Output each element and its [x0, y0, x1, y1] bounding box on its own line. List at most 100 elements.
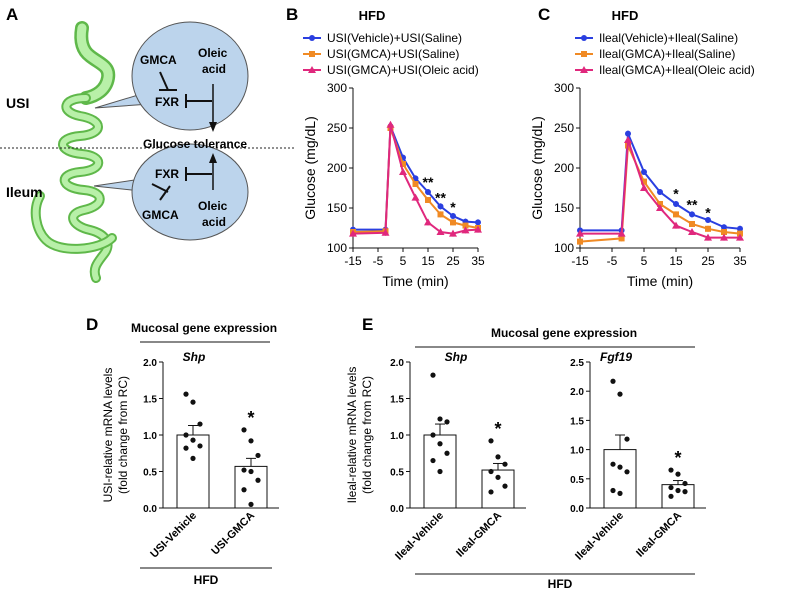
significance-mark: * — [450, 199, 456, 215]
x-tick-label: -5 — [607, 254, 618, 268]
y-tick-label: 300 — [554, 81, 574, 95]
series-line — [580, 139, 740, 239]
x-tick-label: 5 — [400, 254, 407, 268]
y-tick-label: 250 — [554, 121, 574, 135]
data-point — [625, 130, 631, 137]
sample-point — [248, 438, 254, 444]
significance-mark: * — [247, 408, 254, 428]
legend-entry: USI(Vehicle)+USI(Saline) — [327, 31, 462, 45]
data-point — [641, 178, 647, 185]
data-point — [641, 169, 647, 175]
y-tick-label: 2.0 — [143, 358, 157, 369]
y-tick-label: 1.0 — [143, 431, 157, 442]
usi-gmca-label: GMCA — [140, 53, 177, 67]
data-point — [721, 229, 727, 235]
panel-c: C HFD Ileal(Vehicle)+Ileal(Saline)Ileal(… — [529, 5, 755, 289]
sample-point — [444, 419, 450, 425]
ileum-oleic-label-1: Oleic — [198, 199, 228, 213]
data-point — [399, 168, 407, 175]
y-tick-label: 150 — [554, 201, 574, 215]
legend-marker — [309, 35, 315, 41]
data-point — [437, 211, 444, 218]
data-point — [737, 225, 743, 232]
significance-mark: * — [494, 419, 501, 439]
y-tick-label: 2.0 — [570, 387, 584, 398]
panel-d-header: Mucosal gene expression — [131, 321, 277, 335]
data-point — [381, 228, 390, 236]
y-tick-label: 150 — [327, 201, 347, 215]
sample-point — [617, 391, 623, 397]
data-point — [425, 197, 431, 203]
usi-oleic-label-2: acid — [202, 62, 226, 76]
y-tick-label: 300 — [327, 81, 347, 95]
legend-marker — [581, 35, 587, 41]
y-tick-label: 250 — [327, 121, 347, 135]
y-tick-label: 200 — [554, 161, 574, 175]
data-point — [412, 181, 419, 187]
sample-point — [617, 464, 623, 470]
panel-d-hfd-label: HFD — [194, 573, 219, 587]
panel-e-hfd-label: HFD — [548, 577, 573, 590]
sample-point — [248, 468, 254, 475]
data-point — [462, 222, 469, 229]
y-axis-title: Glucose (mg/dL) — [529, 116, 545, 219]
sample-point — [183, 391, 189, 397]
y-tick-label: 200 — [327, 161, 347, 175]
data-point — [349, 229, 357, 237]
panel-e: E Mucosal gene expression Shp Fgf19 0.00… — [345, 315, 706, 590]
sample-point — [190, 437, 196, 443]
usi-label: USI — [6, 95, 29, 111]
significance-mark: * — [705, 205, 711, 221]
data-point — [386, 120, 395, 128]
y-tick-label: 100 — [554, 241, 574, 255]
data-point — [449, 229, 457, 237]
data-point — [617, 229, 626, 237]
panel-d: D Mucosal gene expression Shp 0.0 0.5 1.0 1… — [86, 315, 279, 587]
sample-point — [430, 457, 436, 464]
ileum-bubble: FXR GMCA Oleic acid — [93, 143, 249, 241]
data-point — [656, 204, 664, 211]
sample-point — [610, 378, 616, 384]
data-point — [437, 203, 444, 210]
sample-point — [190, 399, 196, 405]
data-point — [450, 219, 456, 226]
y-tick-label: 2.0 — [390, 358, 404, 369]
data-point — [689, 221, 695, 227]
y-tick-label: 1.5 — [390, 395, 404, 406]
legend-marker — [308, 66, 316, 73]
category-label: USI-GMCA — [209, 510, 257, 558]
y-tick-label: 100 — [327, 241, 347, 255]
y-axis-title-line-1: Ileal-relative mRNA levels — [345, 367, 359, 504]
data-point — [673, 201, 679, 207]
x-tick-label: 5 — [641, 254, 648, 268]
panel-e-gene-label-fgf19: Fgf19 — [600, 350, 632, 364]
y-tick-label: 1.5 — [143, 395, 157, 406]
sample-point — [183, 432, 189, 438]
sample-point — [488, 468, 494, 475]
glucose-tolerance-label: Glucose tolerance — [143, 137, 247, 151]
data-point — [704, 233, 712, 241]
significance-mark: * — [673, 185, 679, 201]
legend-entry: Ileal(Vehicle)+Ileal(Saline) — [599, 31, 738, 45]
panel-b-letter: B — [286, 5, 298, 24]
ileum-oleic-label-2: acid — [202, 215, 226, 229]
sample-point — [624, 436, 630, 442]
y-tick-label: 1.0 — [570, 446, 584, 457]
sample-point — [437, 416, 443, 422]
category-label: Ileal-Vehicle — [393, 510, 446, 563]
panel-b-title: HFD — [359, 8, 386, 23]
glucose-chart-ileal: Ileal(Vehicle)+Ileal(Saline) Ileal(GMCA)+… — [529, 31, 755, 289]
bar — [603, 449, 637, 509]
sample-point — [617, 490, 623, 496]
sample-point — [241, 467, 247, 473]
usi-oleic-label-1: Oleic — [198, 46, 228, 60]
data-point — [720, 233, 728, 241]
x-tick-label: 25 — [701, 254, 715, 268]
sample-point — [437, 441, 443, 447]
data-point — [705, 225, 711, 232]
sample-point — [682, 489, 688, 495]
y-tick-label: 0.5 — [390, 468, 404, 479]
legend-entry: Ileal(GMCA)+Ileal(Saline) — [599, 47, 735, 61]
sample-point — [197, 421, 203, 427]
y-tick-label: 0.0 — [390, 504, 404, 515]
